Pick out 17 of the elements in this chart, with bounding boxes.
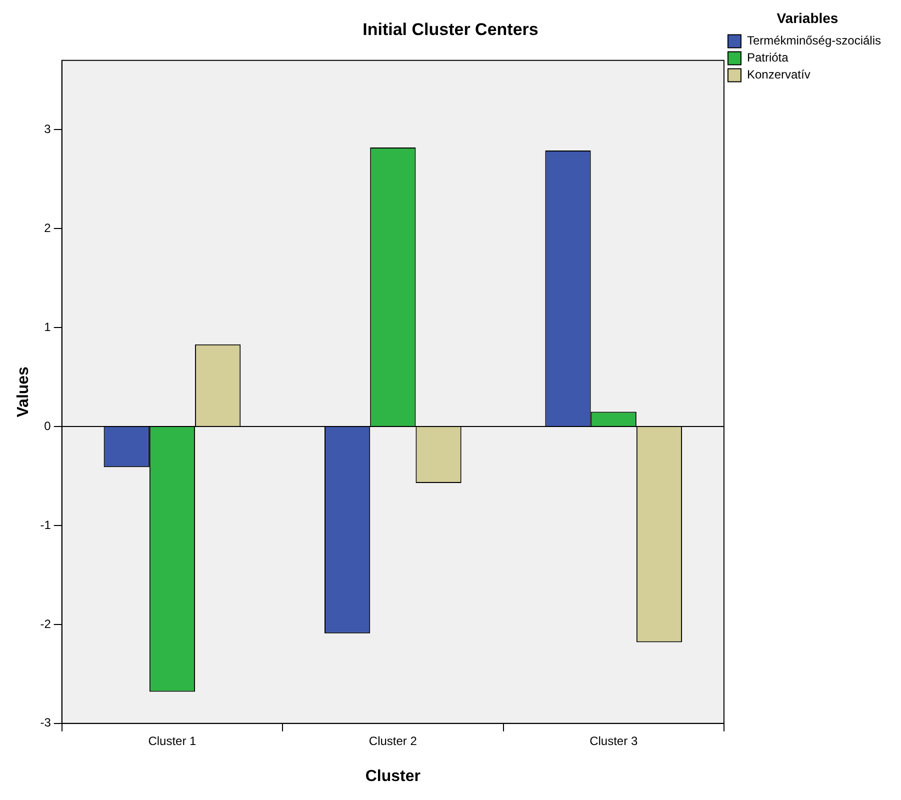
legend-label: Konzervatív xyxy=(746,68,810,82)
legend-label: Termékminőség-szociális xyxy=(746,34,882,48)
y-tick-label: 3 xyxy=(44,122,52,136)
y-tick-label: 2 xyxy=(44,220,52,235)
chart-title: Initial Cluster Centers xyxy=(362,20,538,39)
y-tick-label: 0 xyxy=(44,418,52,433)
y-tick-label: -3 xyxy=(40,716,52,730)
x-tick-label: Cluster 2 xyxy=(368,734,418,748)
y-axis-title: Values xyxy=(15,366,32,418)
x-tick-label: Cluster 3 xyxy=(590,734,638,748)
y-tick-label: 1 xyxy=(44,320,52,334)
x-tick-label: Cluster 1 xyxy=(148,734,197,748)
y-tick-label: -1 xyxy=(40,518,52,532)
legend-label: Patrióta xyxy=(746,50,789,65)
x-axis-title: Cluster xyxy=(365,768,420,785)
legend-title: Variables xyxy=(776,10,838,26)
y-tick-label: -2 xyxy=(40,616,52,631)
